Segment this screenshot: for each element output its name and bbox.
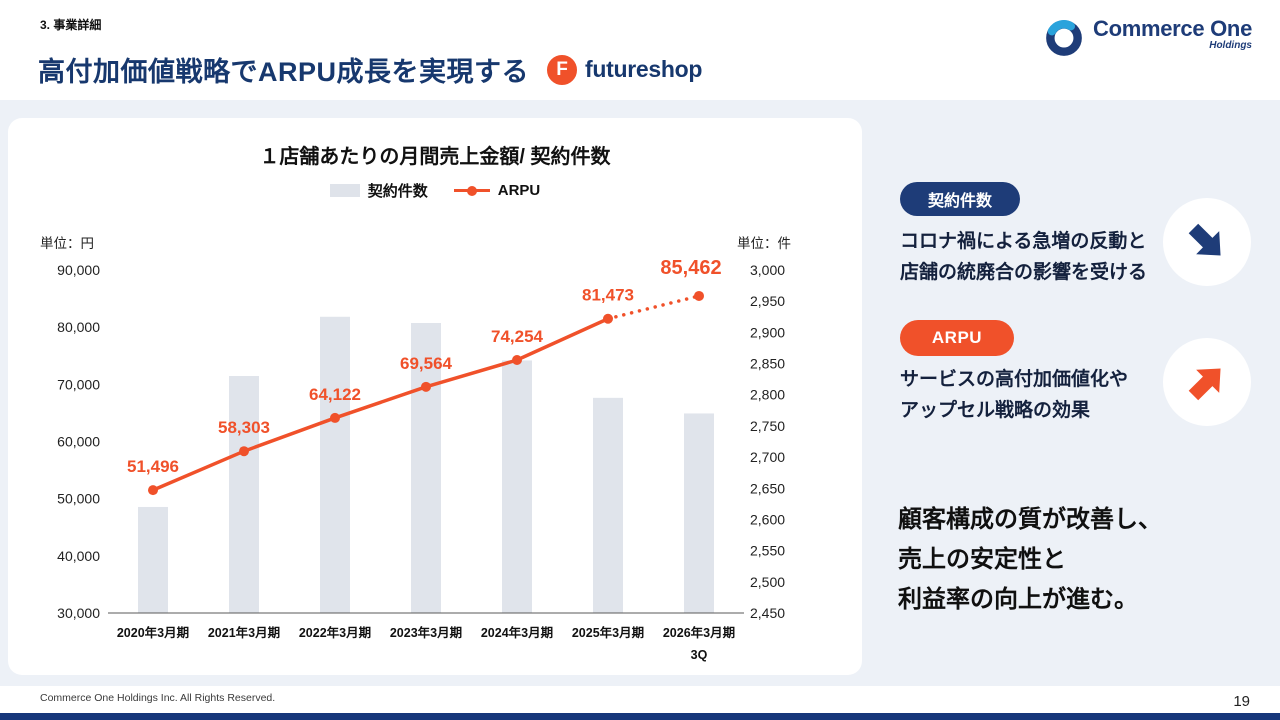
right-axis-tick: 2,750 [750,418,785,434]
commerce-one-icon [1046,20,1082,56]
right-axis-unit: 単位：件 [737,236,791,251]
contracts-trend-circle [1163,198,1251,286]
arpu-value-label: 64,122 [309,385,361,404]
left-axis-tick: 50,000 [57,491,100,507]
summary-line3: 利益率の向上が進む。 [898,586,1138,613]
legend-item-arpu: ARPU [453,182,541,199]
arpu-description: サービスの高付加価値化や アップセル戦略の効果 [900,364,1128,426]
futureshop-icon: F [547,54,578,85]
right-axis-tick: 2,800 [750,387,785,403]
contracts-description: コロナ禍による急増の反動と 店舗の統廃合の影響を受ける [900,226,1147,288]
sales-arpu-chart: 単位：円 単位：件 90,000 80,000 70,000 60,000 50,000 40… [40,236,791,662]
x-axis-label: 2023年3月期 [390,625,462,640]
right-axis-tick: 2,650 [750,480,785,496]
arpu-line [152,317,609,492]
arpu-line-forecast [606,294,701,321]
section-label: 3. 事業詳細 [40,18,102,32]
legend-label-contracts: 契約件数 [367,183,428,200]
page-title: 高付加価値戦略でARPU成長を実現する [38,57,530,87]
arpu-point [603,313,613,324]
arpu-point [421,381,431,392]
left-axis-unit: 単位：円 [40,236,94,251]
summary-statement: 顧客構成の質が改善し、 売上の安定性と 利益率の向上が進む。 [898,500,1162,620]
arpu-value-label: 69,564 [400,354,453,373]
summary-line1: 顧客構成の質が改善し、 [898,506,1162,533]
commerce-one-logo: Commerce One Holdings [1043,16,1252,58]
x-axis-label: 2026年3月期 [663,625,735,640]
arpu-point [694,290,704,301]
right-axis-tick: 3,000 [750,262,785,278]
left-axis-tick: 60,000 [57,434,100,450]
x-axis-label-line2: 3Q [691,648,708,662]
arpu-value-label: 74,254 [491,327,544,346]
contracts-badge: 契約件数 [900,182,1020,216]
contract-count-bar [411,323,441,613]
contract-count-bar [320,316,350,613]
title-row: 高付加価値戦略でARPU成長を実現する F futureshop [38,50,702,89]
right-axis-tick: 2,450 [750,605,785,621]
contract-count-bar [502,360,532,613]
chart-title: １店舗あたりの月間売上金額/ 契約件数 [259,146,611,168]
left-axis-tick: 80,000 [57,319,100,335]
bar-swatch-icon [329,184,360,197]
bottom-accent-bar [0,713,1280,720]
contracts-description-line1: コロナ禍による急増の反動と [900,231,1147,252]
arpu-badge: ARPU [900,320,1014,356]
chart-legend: 契約件数 ARPU [8,180,862,201]
contract-count-bar [684,413,714,613]
chart-card: 単位：円 単位：件 90,000 80,000 70,000 60,000 50,000 40… [8,118,862,675]
contracts-description-line2: 店舗の統廃合の影響を受ける [900,262,1148,283]
arrow-up-right-icon [1188,368,1221,401]
x-axis-label: 2020年3月期 [117,625,189,640]
arpu-point [330,412,340,423]
arpu-description-line2: アップセル戦略の効果 [900,400,1091,421]
contract-count-bar [229,376,259,613]
right-axis-tick: 2,850 [750,356,785,372]
futureshop-logo-text: futureshop [585,56,703,82]
x-axis-label: 2024年3月期 [481,625,553,640]
arrow-down-right-icon [1188,223,1221,256]
arpu-value-label: 58,303 [218,418,270,437]
x-axis-label: 2022年3月期 [299,625,371,640]
left-axis-tick: 40,000 [57,548,100,564]
left-axis-tick: 90,000 [57,262,100,278]
summary-line2: 売上の安定性と [898,546,1066,573]
arpu-trend-circle [1163,338,1251,426]
arpu-description-line1: サービスの高付加価値化や [900,369,1129,390]
arpu-point [148,485,158,496]
arpu-value-label: 51,496 [127,457,179,476]
contract-count-bar [593,397,623,613]
x-axis-label: 2025年3月期 [572,625,644,640]
contract-count-bar [138,506,168,613]
futureshop-logo: F futureshop [547,54,703,85]
right-axis-tick: 2,500 [750,574,785,590]
right-axis-tick: 2,600 [750,511,785,527]
line-swatch-icon [453,185,490,196]
page-number: 19 [1233,693,1250,710]
arpu-point [512,355,522,366]
commerce-one-text: Commerce One [1092,16,1252,41]
commerce-one-text-wrap: Commerce One Holdings [1093,16,1252,51]
x-axis-label: 2021年3月期 [208,625,280,640]
left-axis-tick: 70,000 [57,376,100,392]
arpu-point [239,446,249,457]
left-axis-tick: 30,000 [57,605,100,621]
right-axis-tick: 2,900 [750,324,785,340]
right-axis-tick: 2,550 [750,543,785,559]
commerce-one-sub: Holdings [1209,40,1252,51]
copyright: Commerce One Holdings Inc. All Rights Re… [40,692,276,704]
right-axis-tick: 2,700 [750,449,785,465]
right-axis-tick: 2,950 [750,293,785,309]
legend-item-contracts: 契約件数 [329,180,428,201]
legend-label-arpu: ARPU [497,182,541,199]
arpu-value-label: 81,473 [582,286,634,305]
arpu-value-label: 85,462 [660,257,721,279]
